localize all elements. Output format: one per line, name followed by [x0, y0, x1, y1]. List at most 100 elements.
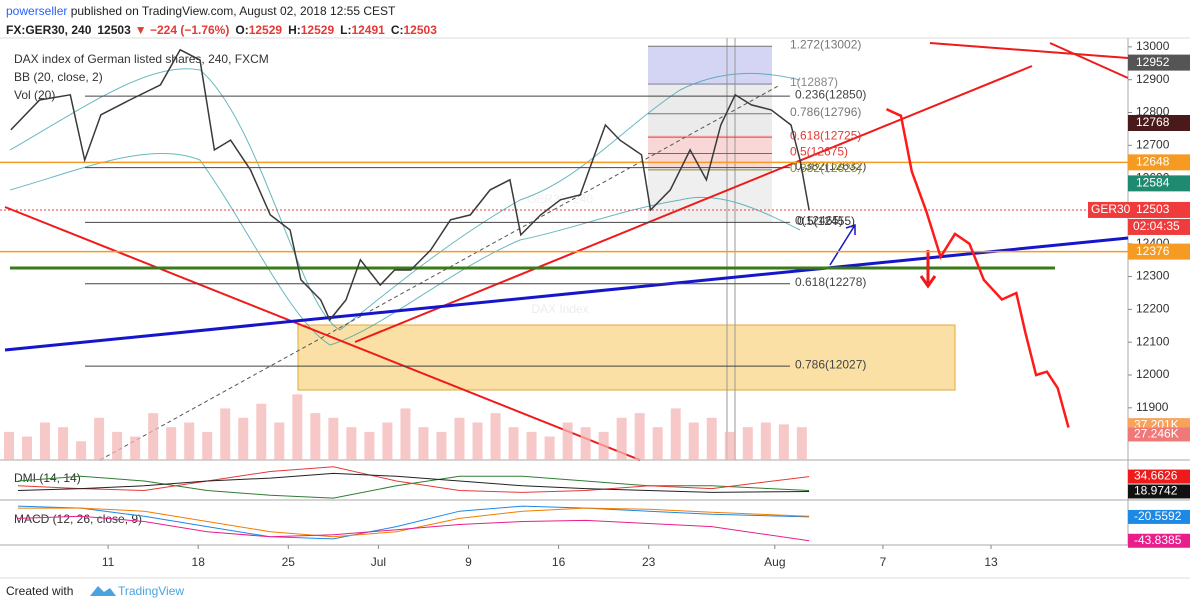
fib-label: 1(12887): [790, 75, 838, 89]
volume-bar: [238, 417, 249, 460]
volume-bar: [706, 417, 717, 460]
volume-bar: [184, 422, 195, 460]
volume-bar: [166, 427, 177, 460]
pane-title: MACD (12, 26, close, 9): [14, 512, 142, 526]
volume-bar: [436, 431, 447, 460]
volume-bar: [94, 417, 105, 460]
x-tick-label: 23: [642, 555, 656, 569]
arrow: [919, 250, 937, 289]
price-label-box: [1128, 243, 1190, 260]
volume-bar: [580, 427, 591, 460]
y-tick-label: 12900: [1136, 72, 1170, 86]
volume-bar: [760, 422, 771, 460]
x-tick-label: 18: [192, 555, 206, 569]
dmi-line: [17, 466, 810, 493]
pane-title: DMI (14, 14): [14, 471, 81, 485]
dmi-label: 18.9742: [1134, 484, 1178, 498]
fib-box: [648, 167, 772, 222]
dmi-label: 34.6626: [1134, 469, 1178, 483]
volume-bar: [256, 403, 267, 460]
watermark-text: DAX Index: [531, 302, 588, 316]
author[interactable]: powerseller: [6, 4, 67, 18]
ohlc-value: 12503: [404, 23, 438, 37]
volume-bar: [544, 436, 555, 460]
price-line-series: [10, 48, 810, 322]
macd-line: [17, 505, 810, 540]
trend-line: [929, 42, 1129, 59]
price-label: 12376: [1136, 244, 1170, 258]
zone-box: [297, 324, 956, 391]
last: 12503: [97, 23, 131, 37]
ohlc-name: L:: [340, 23, 351, 37]
volume-bar: [292, 394, 303, 460]
ohlc: O:12529 H:12529 L:12491 C:12503: [235, 23, 437, 37]
price-label: 12584: [1136, 176, 1170, 190]
y-tick-label: 13000: [1136, 39, 1170, 53]
ohlc-value: 12491: [351, 23, 385, 37]
volume-bar: [328, 417, 339, 460]
y-tick-label: 11900: [1136, 400, 1169, 414]
fib-label: 0.618(12725): [790, 128, 861, 142]
plot: DAX index of German listed shares, 240, …: [0, 37, 1190, 569]
legend-text: Vol (20): [14, 88, 55, 102]
volume-bar: [58, 427, 69, 460]
price-label: 12952: [1136, 55, 1170, 69]
ohlc-value: 12529: [249, 23, 283, 37]
volume-bar: [778, 424, 789, 460]
volume-bar: [130, 436, 141, 460]
fib-label: 0.618(12278): [795, 275, 866, 289]
ohlc-name: H:: [288, 23, 301, 37]
x-tick-label: 25: [282, 555, 296, 569]
volume-bar: [382, 422, 393, 460]
price-label-box: [1128, 175, 1190, 192]
trend-line: [99, 84, 781, 461]
volume-bar: [652, 427, 663, 460]
trend-line: [4, 206, 641, 461]
brand[interactable]: TradingView: [118, 584, 184, 598]
symbol: FX:GER30, 240: [6, 23, 92, 37]
header: powerseller published on TradingView.com…: [6, 4, 396, 18]
fib-label: 0.786(12796): [790, 105, 861, 119]
change: ▼ −224 (−1.76%): [135, 23, 230, 37]
dmi-label-box: [1128, 469, 1190, 484]
price-label-box: [1128, 201, 1190, 218]
volume-label-box: [1128, 427, 1190, 442]
price-label-box: [1128, 54, 1190, 71]
volume-bar: [4, 431, 15, 460]
volume-bar: [508, 427, 519, 460]
price-label: 12503: [1136, 202, 1170, 216]
price-label-box: [1088, 201, 1128, 218]
y-tick-label: 12700: [1136, 137, 1170, 151]
volume-bar: [310, 413, 321, 460]
volume-bar: [364, 431, 375, 460]
legend-text: DAX index of German listed shares, 240, …: [14, 52, 269, 66]
volume-bar: [724, 431, 735, 460]
fib-label: 0.236(12850): [795, 87, 866, 101]
volume-bar: [148, 413, 159, 460]
volume-bar: [274, 422, 285, 460]
volume-bar: [742, 427, 753, 460]
volume-bar: [454, 417, 465, 460]
fib-label: 0.5(12675): [790, 145, 848, 159]
volume-bar: [616, 417, 627, 460]
price-label: 12768: [1136, 115, 1170, 129]
dmi-line: [17, 472, 810, 493]
volume-bar: [220, 408, 231, 460]
volume-bar: [526, 431, 537, 460]
ohlc-name: O:: [235, 23, 248, 37]
price-label-box: [1128, 114, 1190, 131]
fib-box: [648, 85, 772, 135]
bollinger-band: [9, 68, 801, 346]
volume-bar: [562, 422, 573, 460]
price-label-box: [1128, 154, 1190, 171]
fib-label: 0.786(12027): [795, 357, 866, 371]
fib-label: 1.272(13002): [790, 37, 861, 51]
trend-line: [1049, 42, 1129, 79]
footer-text: Created with: [6, 584, 73, 598]
volume-bar: [688, 422, 699, 460]
x-tick-label: 16: [552, 555, 566, 569]
volume-bar: [490, 413, 501, 460]
ohlc-name: C:: [391, 23, 404, 37]
